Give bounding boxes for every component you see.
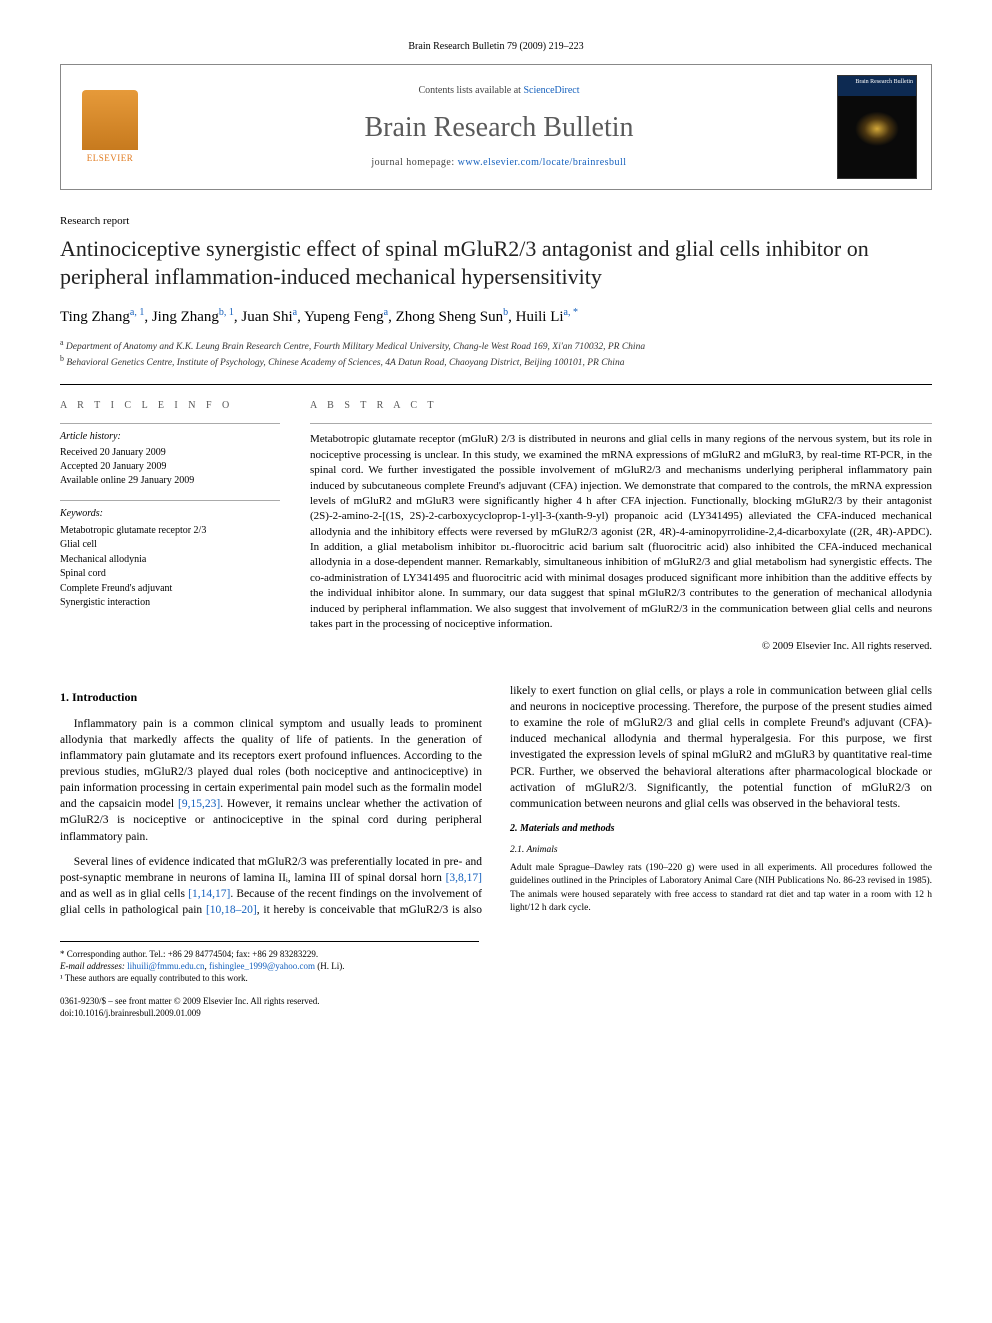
citation-link[interactable]: [9,15,23] — [178, 798, 220, 810]
elsevier-logo: ELSEVIER — [75, 82, 145, 172]
body-two-columns: 1. Introduction Inflammatory pain is a c… — [60, 683, 932, 921]
info-abstract-row: A R T I C L E I N F O Article history: R… — [60, 384, 932, 655]
article-history-block: Article history: Received 20 January 200… — [60, 423, 280, 488]
citation-link[interactable]: [1,14,17] — [188, 888, 230, 900]
footnotes-block: * Corresponding author. Tel.: +86 29 847… — [60, 941, 479, 984]
corresponding-author-note: * Corresponding author. Tel.: +86 29 847… — [60, 948, 479, 960]
intro-p1-text: Inflammatory pain is a common clinical s… — [60, 718, 482, 810]
running-header: Brain Research Bulletin 79 (2009) 219–22… — [60, 40, 932, 54]
section-heading-introduction: 1. Introduction — [60, 689, 482, 706]
journal-cover-thumbnail: Brain Research Bulletin — [837, 75, 917, 179]
equal-contribution-note: ¹ These authors are equally contributed … — [60, 972, 479, 984]
article-info-column: A R T I C L E I N F O Article history: R… — [60, 399, 280, 655]
elsevier-label: ELSEVIER — [87, 152, 134, 165]
homepage-prefix: journal homepage: — [371, 157, 457, 168]
cover-label: Brain Research Bulletin — [838, 76, 916, 96]
email-label: E-mail addresses: — [60, 961, 127, 971]
abstract-heading: A B S T R A C T — [310, 399, 932, 413]
affiliation-a-text: Department of Anatomy and K.K. Leung Bra… — [66, 343, 645, 353]
affiliation-b-text: Behavioral Genetics Centre, Institute of… — [66, 359, 624, 369]
keywords-block: Keywords: Metabotropic glutamate recepto… — [60, 500, 280, 611]
affiliations: a Department of Anatomy and K.K. Leung B… — [60, 338, 932, 370]
doi-line: doi:10.1016/j.brainresbull.2009.01.009 — [60, 1007, 932, 1019]
animals-paragraph: Adult male Sprague–Dawley rats (190–220 … — [510, 862, 932, 915]
affiliation-a: a Department of Anatomy and K.K. Leung B… — [60, 338, 932, 354]
intro-p2-a: Several lines of evidence indicated that… — [60, 856, 482, 884]
keyword-item: Mechanical allodynia — [60, 553, 280, 568]
keyword-item: Spinal cord — [60, 567, 280, 582]
article-info-heading: A R T I C L E I N F O — [60, 399, 280, 413]
elsevier-tree-icon — [82, 90, 138, 150]
email-link-2[interactable]: fishinglee_1999@yahoo.com — [209, 961, 315, 971]
cover-image-icon — [838, 96, 916, 178]
history-received: Received 20 January 2009 — [60, 446, 280, 460]
homepage-line: journal homepage: www.elsevier.com/locat… — [161, 156, 837, 170]
email-link-1[interactable]: lihuili@fmmu.edu.cn — [127, 961, 204, 971]
front-matter-line: 0361-9230/$ – see front matter © 2009 El… — [60, 995, 932, 1007]
email-tail: (H. Li). — [315, 961, 345, 971]
intro-p2-b: and as well as in glial cells — [60, 888, 188, 900]
article-title: Antinociceptive synergistic effect of sp… — [60, 235, 932, 290]
history-accepted: Accepted 20 January 2009 — [60, 460, 280, 474]
keyword-item: Metabotropic glutamate receptor 2/3 — [60, 524, 280, 539]
sciencedirect-link[interactable]: ScienceDirect — [523, 85, 579, 96]
abstract-text: Metabotropic glutamate receptor (mGluR) … — [310, 423, 932, 632]
journal-title: Brain Research Bulletin — [161, 108, 837, 147]
citation-link[interactable]: [10,18–20] — [206, 904, 257, 916]
contents-prefix: Contents lists available at — [418, 85, 523, 96]
keyword-item: Glial cell — [60, 538, 280, 553]
homepage-link[interactable]: www.elsevier.com/locate/brainresbull — [458, 157, 627, 168]
journal-header-box: ELSEVIER Contents lists available at Sci… — [60, 64, 932, 190]
abstract-column: A B S T R A C T Metabotropic glutamate r… — [310, 399, 932, 655]
article-type: Research report — [60, 214, 932, 229]
contents-available-line: Contents lists available at ScienceDirec… — [161, 84, 837, 98]
keyword-item: Synergistic interaction — [60, 596, 280, 611]
abstract-copyright: © 2009 Elsevier Inc. All rights reserved… — [310, 640, 932, 655]
history-online: Available online 29 January 2009 — [60, 474, 280, 488]
keyword-item: Complete Freund's adjuvant — [60, 582, 280, 597]
email-line: E-mail addresses: lihuili@fmmu.edu.cn, f… — [60, 960, 479, 972]
header-center: Contents lists available at ScienceDirec… — [161, 84, 837, 169]
citation-link[interactable]: [3,8,17] — [446, 872, 482, 884]
keywords-label: Keywords: — [60, 507, 280, 522]
affiliation-b: b Behavioral Genetics Centre, Institute … — [60, 354, 932, 370]
intro-paragraph-1: Inflammatory pain is a common clinical s… — [60, 716, 482, 845]
bottom-meta: 0361-9230/$ – see front matter © 2009 El… — [60, 995, 932, 1019]
section-heading-methods: 2. Materials and methods — [510, 822, 932, 836]
subsection-heading-animals: 2.1. Animals — [510, 844, 932, 857]
history-label: Article history: — [60, 430, 280, 444]
authors-line: Ting Zhanga, 1, Jing Zhangb, 1, Juan Shi… — [60, 306, 932, 328]
